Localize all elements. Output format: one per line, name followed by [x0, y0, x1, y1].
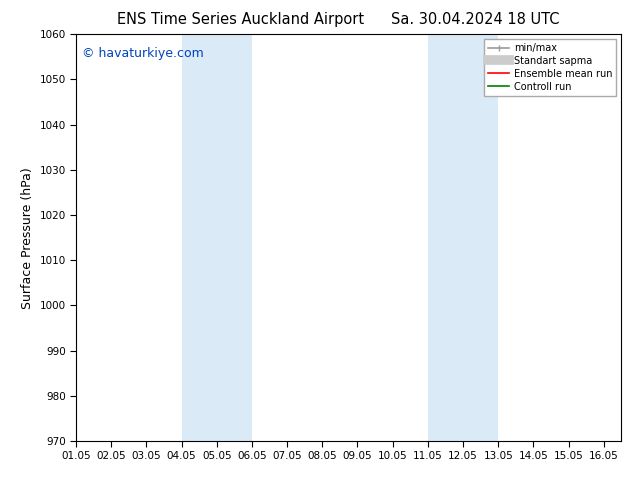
Text: Sa. 30.04.2024 18 UTC: Sa. 30.04.2024 18 UTC [391, 12, 560, 27]
Text: ENS Time Series Auckland Airport: ENS Time Series Auckland Airport [117, 12, 365, 27]
Legend: min/max, Standart sapma, Ensemble mean run, Controll run: min/max, Standart sapma, Ensemble mean r… [484, 39, 616, 96]
Bar [181, 34, 252, 441]
Bar [428, 34, 498, 441]
Y-axis label: Surface Pressure (hPa): Surface Pressure (hPa) [21, 167, 34, 309]
Text: © havaturkiye.com: © havaturkiye.com [82, 47, 204, 59]
